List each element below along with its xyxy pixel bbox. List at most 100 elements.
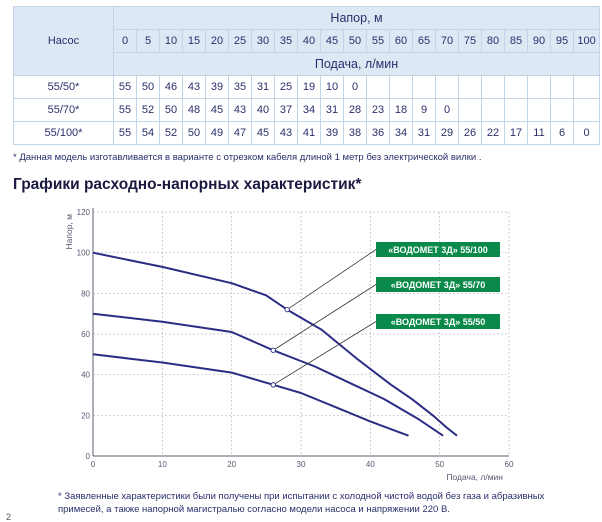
legend-label: «ВОДОМЕТ 3Д» 55/50 xyxy=(391,317,486,327)
flow-value-cell: 45 xyxy=(251,121,275,145)
flow-value-cell: 11 xyxy=(527,121,551,145)
flow-value-cell xyxy=(389,75,413,99)
flow-value-cell: 37 xyxy=(274,98,298,122)
x-tick-label: 0 xyxy=(91,460,96,469)
flow-value-cell xyxy=(550,98,574,122)
flow-value-cell: 9 xyxy=(412,98,436,122)
flow-value-cell: 52 xyxy=(159,121,183,145)
flow-value-cell: 45 xyxy=(205,98,229,122)
head-value-cell: 35 xyxy=(274,29,298,53)
flow-value-cell: 10 xyxy=(320,75,344,99)
flow-value-cell: 38 xyxy=(343,121,367,145)
flow-value-cell xyxy=(458,98,482,122)
model-note: * Данная модель изготавливается в вариан… xyxy=(13,152,482,163)
x-tick-label: 30 xyxy=(297,460,306,469)
legend-box xyxy=(376,242,500,257)
head-value-cell: 25 xyxy=(228,29,252,53)
pump-model-label: 55/50* xyxy=(13,75,114,99)
flow-value-cell: 17 xyxy=(504,121,528,145)
head-value-cell: 40 xyxy=(297,29,321,53)
flow-value-cell xyxy=(504,75,528,99)
head-value-cell: 100 xyxy=(572,29,601,53)
head-value-cell: 10 xyxy=(159,29,183,53)
y-tick-label: 80 xyxy=(81,289,90,298)
head-value-cell: 80 xyxy=(481,29,505,53)
flow-value-cell: 43 xyxy=(274,121,298,145)
flow-value-cell: 31 xyxy=(320,98,344,122)
pump-model-label: 55/100* xyxy=(13,121,114,145)
y-axis-label: Напор, м xyxy=(64,214,74,250)
flow-value-cell: 40 xyxy=(251,98,275,122)
pump-model-label: 55/70* xyxy=(13,98,114,122)
flow-value-cell: 31 xyxy=(251,75,275,99)
legend-label: «ВОДОМЕТ 3Д» 55/70 xyxy=(391,280,486,290)
x-tick-label: 10 xyxy=(158,460,167,469)
y-tick-label: 60 xyxy=(81,330,90,339)
x-tick-label: 40 xyxy=(366,460,375,469)
head-value-cell: 15 xyxy=(182,29,206,53)
head-value-cell: 0 xyxy=(113,29,137,53)
callout-point xyxy=(284,306,290,313)
flow-value-cell: 0 xyxy=(572,121,601,145)
flow-header: Подача, л/мин xyxy=(112,52,601,76)
x-axis-label: Подача, л/мин xyxy=(446,472,503,482)
flow-value-cell: 55 xyxy=(113,98,137,122)
head-value-cell: 60 xyxy=(389,29,413,53)
flow-value-cell xyxy=(527,98,551,122)
flow-value-cell: 25 xyxy=(274,75,298,99)
flow-value-cell: 6 xyxy=(550,121,574,145)
flow-value-cell xyxy=(481,98,505,122)
head-value-cell: 65 xyxy=(412,29,436,53)
flow-value-cell: 47 xyxy=(228,121,252,145)
spec-table: Насос Напор, м 0 5 10 15 20 25 30 35 40 45 50 55 60 65 7… xyxy=(13,6,601,145)
flow-value-cell: 35 xyxy=(228,75,252,99)
y-tick-label: 20 xyxy=(81,411,90,420)
callout-leader-line xyxy=(286,249,377,310)
callout-point xyxy=(270,382,276,388)
flow-value-cell: 39 xyxy=(320,121,344,145)
flow-value-cell xyxy=(481,75,505,99)
y-tick-label: 100 xyxy=(77,249,91,258)
series-line xyxy=(92,312,444,437)
table-row: 55/100* 55 54 52 50 49 47 45 43 41 39 38 36 34 31 29 26 2… xyxy=(13,121,601,145)
flow-value-cell: 28 xyxy=(343,98,367,122)
flow-value-cell: 50 xyxy=(182,121,206,145)
y-tick-label: 40 xyxy=(81,371,90,380)
flow-value-cell xyxy=(527,75,551,99)
legend-label: «ВОДОМЕТ 3Д» 55/100 xyxy=(388,245,488,255)
flow-value-cell: 0 xyxy=(435,98,459,122)
y-tick-label: 0 xyxy=(86,452,91,461)
flow-value-cell xyxy=(412,75,436,99)
flow-value-cell: 43 xyxy=(182,75,206,99)
series-line xyxy=(92,353,409,437)
flow-value-cell xyxy=(458,75,482,99)
callout-leader-line xyxy=(273,284,377,351)
legend-box xyxy=(376,277,500,292)
head-value-cell: 75 xyxy=(458,29,482,53)
head-value-cell: 50 xyxy=(343,29,367,53)
callout-point xyxy=(270,347,276,353)
head-header: Напор, м xyxy=(112,6,601,30)
flow-value-cell: 39 xyxy=(205,75,229,99)
x-tick-label: 60 xyxy=(505,460,514,469)
table-row: 55/70* 55 52 50 48 45 43 40 37 34 31 28 23 18 9 0 xyxy=(13,98,601,122)
callout-leader-line xyxy=(273,321,377,386)
flow-value-cell xyxy=(366,75,390,99)
y-tick-label: 120 xyxy=(77,208,91,217)
head-value-cell: 20 xyxy=(205,29,229,53)
head-value-cell: 95 xyxy=(550,29,574,53)
flow-value-cell xyxy=(572,75,601,99)
flow-value-cell: 26 xyxy=(458,121,482,145)
flow-value-cell: 54 xyxy=(136,121,160,145)
flow-value-cell: 0 xyxy=(343,75,367,99)
flow-value-cell: 52 xyxy=(136,98,160,122)
x-tick-label: 50 xyxy=(435,460,444,469)
flow-value-cell: 41 xyxy=(297,121,321,145)
flow-value-cell xyxy=(435,75,459,99)
flow-value-cell: 50 xyxy=(159,98,183,122)
flow-value-cell: 19 xyxy=(297,75,321,99)
head-value-cell: 90 xyxy=(527,29,551,53)
pump-header: Насос xyxy=(13,6,114,76)
flow-value-cell: 18 xyxy=(389,98,413,122)
